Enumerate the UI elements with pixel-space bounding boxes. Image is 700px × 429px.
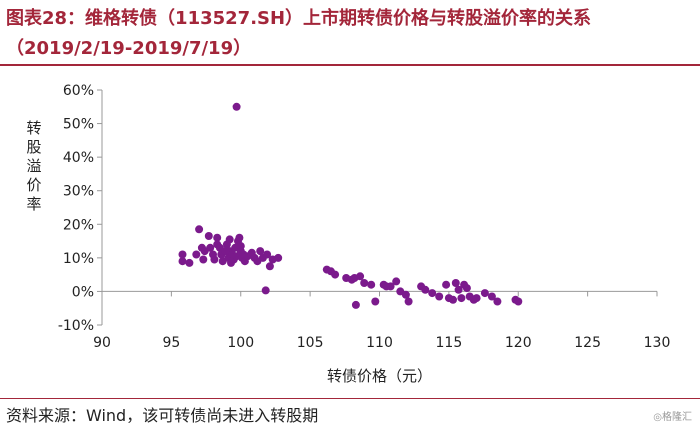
y-tick-label: 40% — [63, 150, 94, 166]
y-tick-label: 60% — [63, 83, 94, 99]
y-tick-label: 50% — [63, 117, 94, 133]
data-point — [514, 297, 523, 306]
y-tick-label: 10% — [63, 251, 94, 267]
y-axis-label-char: 溢 — [26, 157, 41, 175]
data-point — [472, 294, 481, 303]
x-axis-label: 转债价格（元） — [327, 367, 432, 385]
y-tick-label: -10% — [58, 318, 94, 334]
data-point — [480, 289, 489, 298]
y-axis-label-char: 率 — [26, 195, 41, 213]
data-point — [401, 290, 410, 299]
data-points — [178, 102, 523, 309]
data-point — [192, 250, 201, 259]
data-point — [236, 242, 245, 251]
chart-title-line1: 图表28：维格转债（113527.SH）上市期转债价格与转股溢价率的关系 — [6, 8, 592, 29]
data-point — [449, 295, 457, 304]
x-tick-label: 105 — [297, 335, 324, 351]
data-point — [185, 258, 194, 267]
data-point — [371, 297, 380, 306]
data-point — [204, 232, 213, 240]
data-point — [178, 250, 187, 259]
y-tick-label: 20% — [63, 217, 94, 233]
data-point — [235, 233, 244, 242]
data-point — [256, 247, 265, 256]
data-point — [263, 250, 272, 259]
data-point — [351, 300, 360, 309]
data-point — [261, 286, 270, 295]
x-tick-label: 120 — [505, 335, 532, 351]
data-point — [206, 243, 215, 252]
x-tick-label: 95 — [162, 335, 180, 351]
data-point — [265, 262, 274, 271]
x-tick-label: 130 — [644, 335, 671, 351]
data-point — [225, 235, 234, 244]
x-tick-label: 110 — [366, 335, 393, 351]
watermark: ◎格隆汇 — [653, 412, 692, 423]
y-tick-label: 0% — [72, 284, 94, 300]
data-point — [457, 294, 466, 303]
data-point — [232, 102, 241, 111]
x-tick-label: 100 — [227, 335, 254, 351]
y-tick-label: 30% — [63, 184, 94, 200]
data-point — [435, 292, 444, 301]
data-point — [356, 272, 365, 281]
chart-title: 图表28：维格转债（113527.SH）上市期转债价格与转股溢价率的关系 （20… — [6, 4, 696, 64]
y-axis-label-char: 转 — [26, 119, 41, 137]
x-tick-label: 90 — [93, 335, 111, 351]
data-point — [462, 284, 471, 293]
data-point — [195, 225, 204, 234]
data-point — [428, 289, 437, 298]
data-point — [213, 233, 222, 242]
data-point — [210, 255, 219, 264]
data-point — [493, 297, 502, 306]
x-tick-label: 115 — [436, 335, 463, 351]
source-note: 资料来源：Wind，该可转债尚未进入转股期 — [6, 406, 319, 425]
y-axis-label: 转股溢价率 — [26, 119, 41, 213]
data-point — [367, 280, 376, 289]
data-point — [274, 253, 283, 262]
data-point — [487, 292, 496, 301]
data-point — [331, 270, 340, 279]
data-point — [360, 279, 369, 287]
chart-title-line2: （2019/2/19-2019/7/19） — [6, 38, 252, 59]
scatter-chart: -10% 0% 10% 20% 30% 40% 50% 60% 90 95 100 105 110 115… — [26, 83, 671, 385]
data-point — [386, 282, 395, 291]
data-point — [451, 279, 460, 287]
y-axis-label-char: 股 — [26, 138, 41, 156]
data-point — [392, 277, 401, 286]
tick-labels: -10% 0% 10% 20% 30% 40% 50% 60% 90 95 100 105 110 115… — [58, 83, 671, 351]
data-point — [404, 297, 413, 306]
data-point — [178, 257, 187, 266]
y-axis-label-char: 价 — [26, 176, 41, 194]
data-point — [199, 255, 208, 264]
data-point — [421, 285, 430, 294]
title-divider — [0, 64, 700, 66]
footer-divider — [0, 398, 700, 399]
data-point — [454, 285, 463, 294]
chart-axes — [97, 89, 658, 326]
x-tick-label: 125 — [574, 335, 601, 351]
data-point — [442, 280, 451, 289]
